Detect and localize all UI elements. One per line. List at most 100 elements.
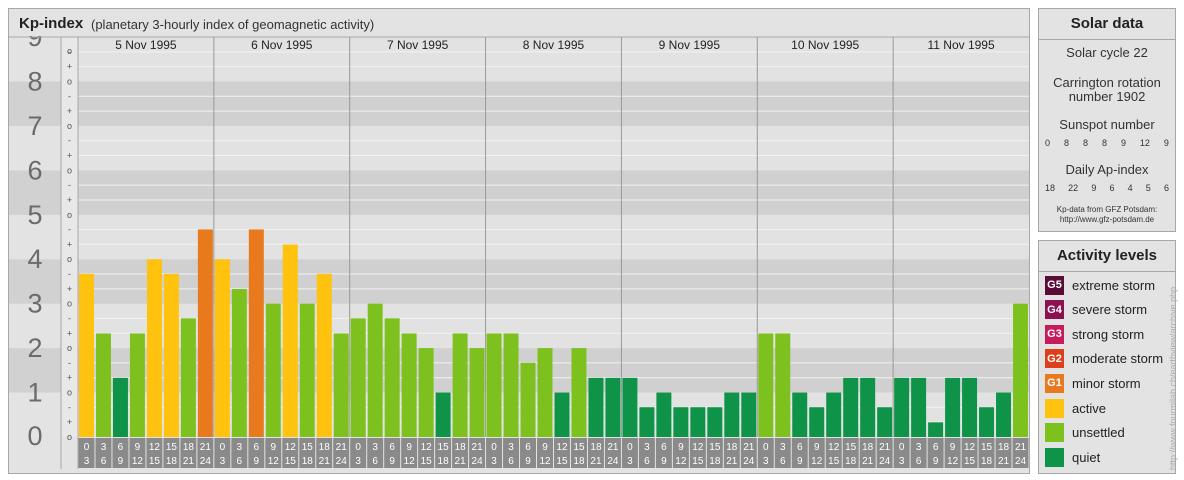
legend-item: quiet	[1045, 447, 1100, 467]
kp-band	[78, 81, 1029, 126]
day-label: 10 Nov 1995	[791, 38, 859, 52]
kp-bar	[435, 392, 451, 437]
kp-bar	[197, 229, 213, 437]
kp-subtick: +	[67, 417, 72, 427]
kp-bar	[571, 348, 587, 437]
kp-band	[78, 170, 1029, 215]
interval-start-label: 18	[998, 442, 1010, 453]
interval-start-label: 3	[644, 442, 650, 453]
interval-end-label: 9	[933, 456, 939, 467]
kp-subtick: +	[67, 62, 72, 72]
legend-swatch: G2	[1045, 349, 1064, 369]
kp-bar	[180, 318, 196, 437]
interval-cell	[452, 438, 469, 468]
interval-end-label: 18	[981, 456, 993, 467]
credit-url[interactable]: http://www.gfz-potsdam.de	[1059, 215, 1155, 224]
ap-value: 9	[1091, 183, 1097, 193]
legend-swatch: G4	[1045, 300, 1064, 320]
kp-subtick: +	[67, 151, 72, 161]
interval-end-label: 18	[845, 456, 857, 467]
interval-start-label: 6	[661, 442, 667, 453]
kp-subtick: -	[68, 225, 71, 235]
sunspot-value: 8	[1082, 138, 1088, 148]
legend-label: unsettled	[1072, 425, 1125, 441]
legend-swatch	[1045, 447, 1064, 467]
interval-start-label: 18	[726, 442, 738, 453]
interval-end-label: 21	[590, 456, 602, 467]
interval-end-label: 15	[149, 456, 161, 467]
ap-value: 4	[1127, 183, 1133, 193]
kp-bar	[384, 318, 400, 437]
day-label: 5 Nov 1995	[115, 38, 177, 52]
interval-end-label: 24	[336, 456, 348, 467]
interval-cell	[689, 438, 706, 468]
interval-end-label: 9	[661, 456, 667, 467]
interval-start-label: 21	[336, 442, 348, 453]
kp-subtick: -	[68, 313, 71, 323]
interval-cell	[893, 438, 910, 468]
interval-cell	[672, 438, 689, 468]
interval-cell	[537, 438, 553, 468]
kp-subtick: o	[67, 210, 72, 220]
kp-bar	[486, 333, 502, 437]
interval-end-label: 9	[389, 456, 395, 467]
interval-cell	[587, 438, 604, 468]
legend-swatch	[1045, 398, 1064, 418]
kp-bar	[299, 303, 315, 437]
legend-label: severe storm	[1072, 302, 1148, 318]
y-tick-label: 3	[27, 289, 42, 319]
interval-cell	[740, 438, 757, 468]
sunspot-value: 9	[1163, 138, 1169, 148]
interval-cell	[859, 438, 876, 468]
interval-end-label: 9	[254, 456, 260, 467]
interval-cell	[944, 438, 961, 468]
interval-end-label: 6	[508, 456, 514, 467]
y-axis-band	[9, 348, 61, 393]
interval-cell	[927, 438, 944, 468]
interval-start-label: 18	[319, 442, 331, 453]
y-tick-label: 7	[27, 111, 42, 141]
interval-end-label: 15	[964, 456, 976, 467]
sunspot-value: 8	[1101, 138, 1107, 148]
kp-bar	[673, 407, 689, 437]
day-label: 9 Nov 1995	[659, 38, 721, 52]
interval-end-label: 24	[200, 456, 212, 467]
kp-subtick: +	[67, 239, 72, 249]
kp-bar	[792, 392, 808, 437]
kp-bar	[962, 377, 978, 437]
interval-start-label: 18	[455, 442, 467, 453]
interval-end-label: 6	[101, 456, 107, 467]
interval-end-label: 3	[220, 456, 226, 467]
interval-cell	[570, 438, 587, 468]
interval-start-label: 12	[692, 442, 704, 453]
interval-start-label: 15	[981, 442, 993, 453]
kp-subtick: o	[67, 165, 72, 175]
interval-start-label: 0	[84, 442, 90, 453]
kp-subtick: -	[68, 180, 71, 190]
legend-swatch: G5	[1045, 275, 1064, 295]
interval-cell	[825, 438, 842, 468]
kp-bar	[639, 407, 655, 437]
legend-label: moderate storm	[1072, 351, 1164, 367]
interval-cell	[384, 438, 401, 468]
y-tick-label: 5	[27, 200, 42, 230]
interval-cell	[95, 438, 112, 468]
legend-swatch	[1045, 423, 1064, 443]
kp-subtick: +	[67, 328, 72, 338]
interval-start-label: 12	[556, 442, 568, 453]
interval-cell	[774, 438, 791, 468]
ap-value: 6	[1109, 183, 1115, 193]
interval-start-label: 12	[421, 442, 433, 453]
kp-bar	[248, 229, 264, 437]
sunspot-value: 12	[1139, 138, 1150, 148]
legend-label: quiet	[1072, 449, 1101, 465]
interval-start-label: 9	[950, 442, 956, 453]
interval-start-label: 9	[271, 442, 277, 453]
interval-cell	[910, 438, 927, 468]
interval-start-label: 21	[1015, 442, 1027, 453]
interval-cell	[282, 438, 299, 468]
y-tick-label: 2	[27, 333, 42, 363]
interval-start-label: 9	[678, 442, 684, 453]
interval-end-label: 18	[438, 456, 450, 467]
